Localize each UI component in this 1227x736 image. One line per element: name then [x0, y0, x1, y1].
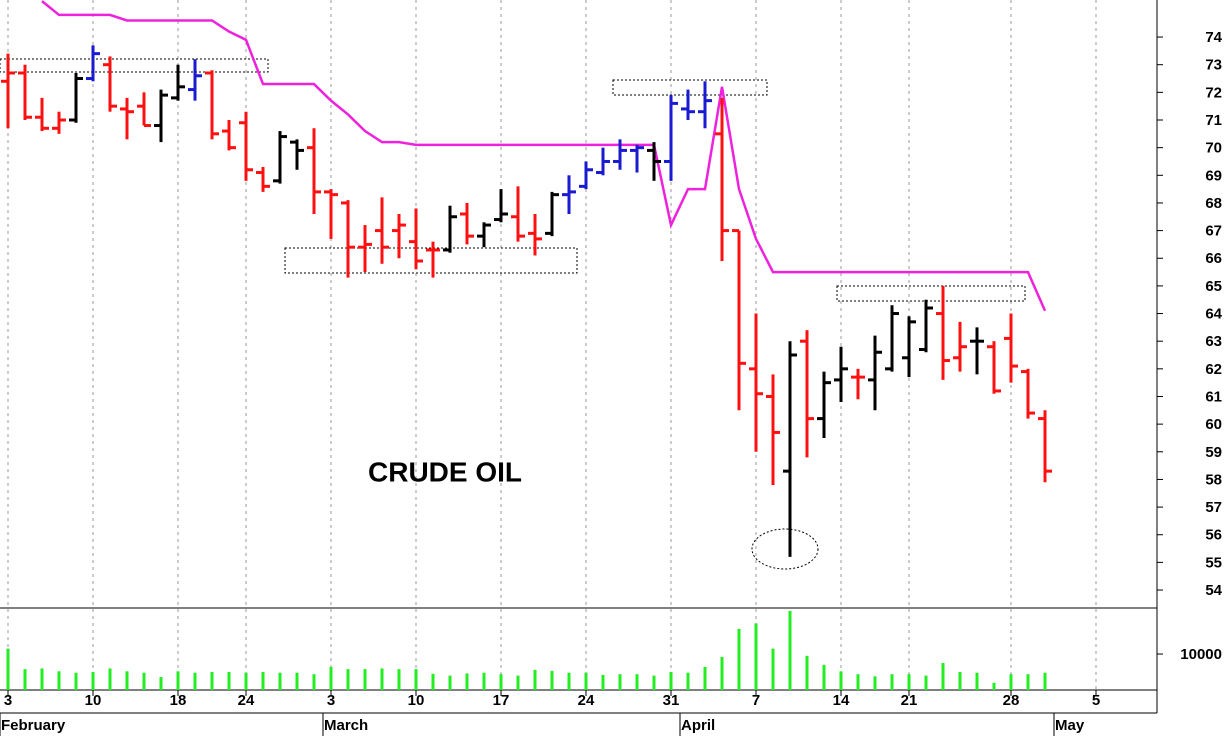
y-tick-label: 60	[1205, 416, 1222, 433]
chart-title: CRUDE OIL	[368, 456, 522, 487]
x-tick-label: 28	[1003, 692, 1020, 709]
y-tick-label: 65	[1205, 278, 1222, 295]
volume-tick-label: 10000	[1180, 646, 1222, 663]
x-tick-label: 3	[327, 692, 335, 709]
y-tick-label: 73	[1205, 57, 1222, 74]
y-tick-label: 66	[1205, 250, 1222, 267]
x-tick-label: 18	[170, 692, 187, 709]
annotation-box	[0, 58, 269, 73]
y-tick-label: 56	[1205, 527, 1222, 544]
y-tick-label: 59	[1205, 444, 1222, 461]
month-label: April	[681, 717, 715, 734]
y-tick-label: 62	[1205, 361, 1222, 378]
y-tick-label: 72	[1205, 84, 1222, 101]
month-label: March	[324, 717, 368, 734]
y-tick-label: 74	[1205, 29, 1222, 46]
y-tick-label: 58	[1205, 471, 1222, 488]
annotation-box	[284, 247, 578, 274]
annotation-ellipse	[751, 528, 819, 570]
x-tick-label: 3	[4, 692, 12, 709]
y-tick-label: 69	[1205, 167, 1222, 184]
stop-line	[41, 0, 1047, 312]
y-tick-label: 63	[1205, 333, 1222, 350]
x-tick-label: 24	[238, 692, 255, 709]
y-tick-label: 64	[1205, 306, 1222, 323]
x-tick-label: 14	[833, 692, 850, 709]
y-tick-label: 71	[1205, 112, 1222, 129]
y-tick-label: 61	[1205, 388, 1222, 405]
y-tick-label: 54	[1205, 582, 1222, 599]
month-label: May	[1055, 717, 1085, 734]
month-label: February	[1, 717, 66, 734]
y-tick-label: 68	[1205, 195, 1222, 212]
x-tick-label: 24	[578, 692, 595, 709]
x-tick-label: 21	[901, 692, 918, 709]
annotation-box	[612, 79, 768, 96]
x-tick-label: 10	[85, 692, 102, 709]
x-tick-label: 10	[408, 692, 425, 709]
y-tick-label: 55	[1205, 554, 1222, 571]
y-tick-label: 57	[1205, 499, 1222, 516]
y-tick-label: 70	[1205, 140, 1222, 157]
y-tick-label: 67	[1205, 223, 1222, 240]
x-tick-label: 17	[493, 692, 510, 709]
x-tick-label: 7	[752, 692, 760, 709]
annotation-box	[836, 285, 1026, 302]
x-tick-label: 31	[663, 692, 680, 709]
x-tick-label: 5	[1092, 692, 1100, 709]
